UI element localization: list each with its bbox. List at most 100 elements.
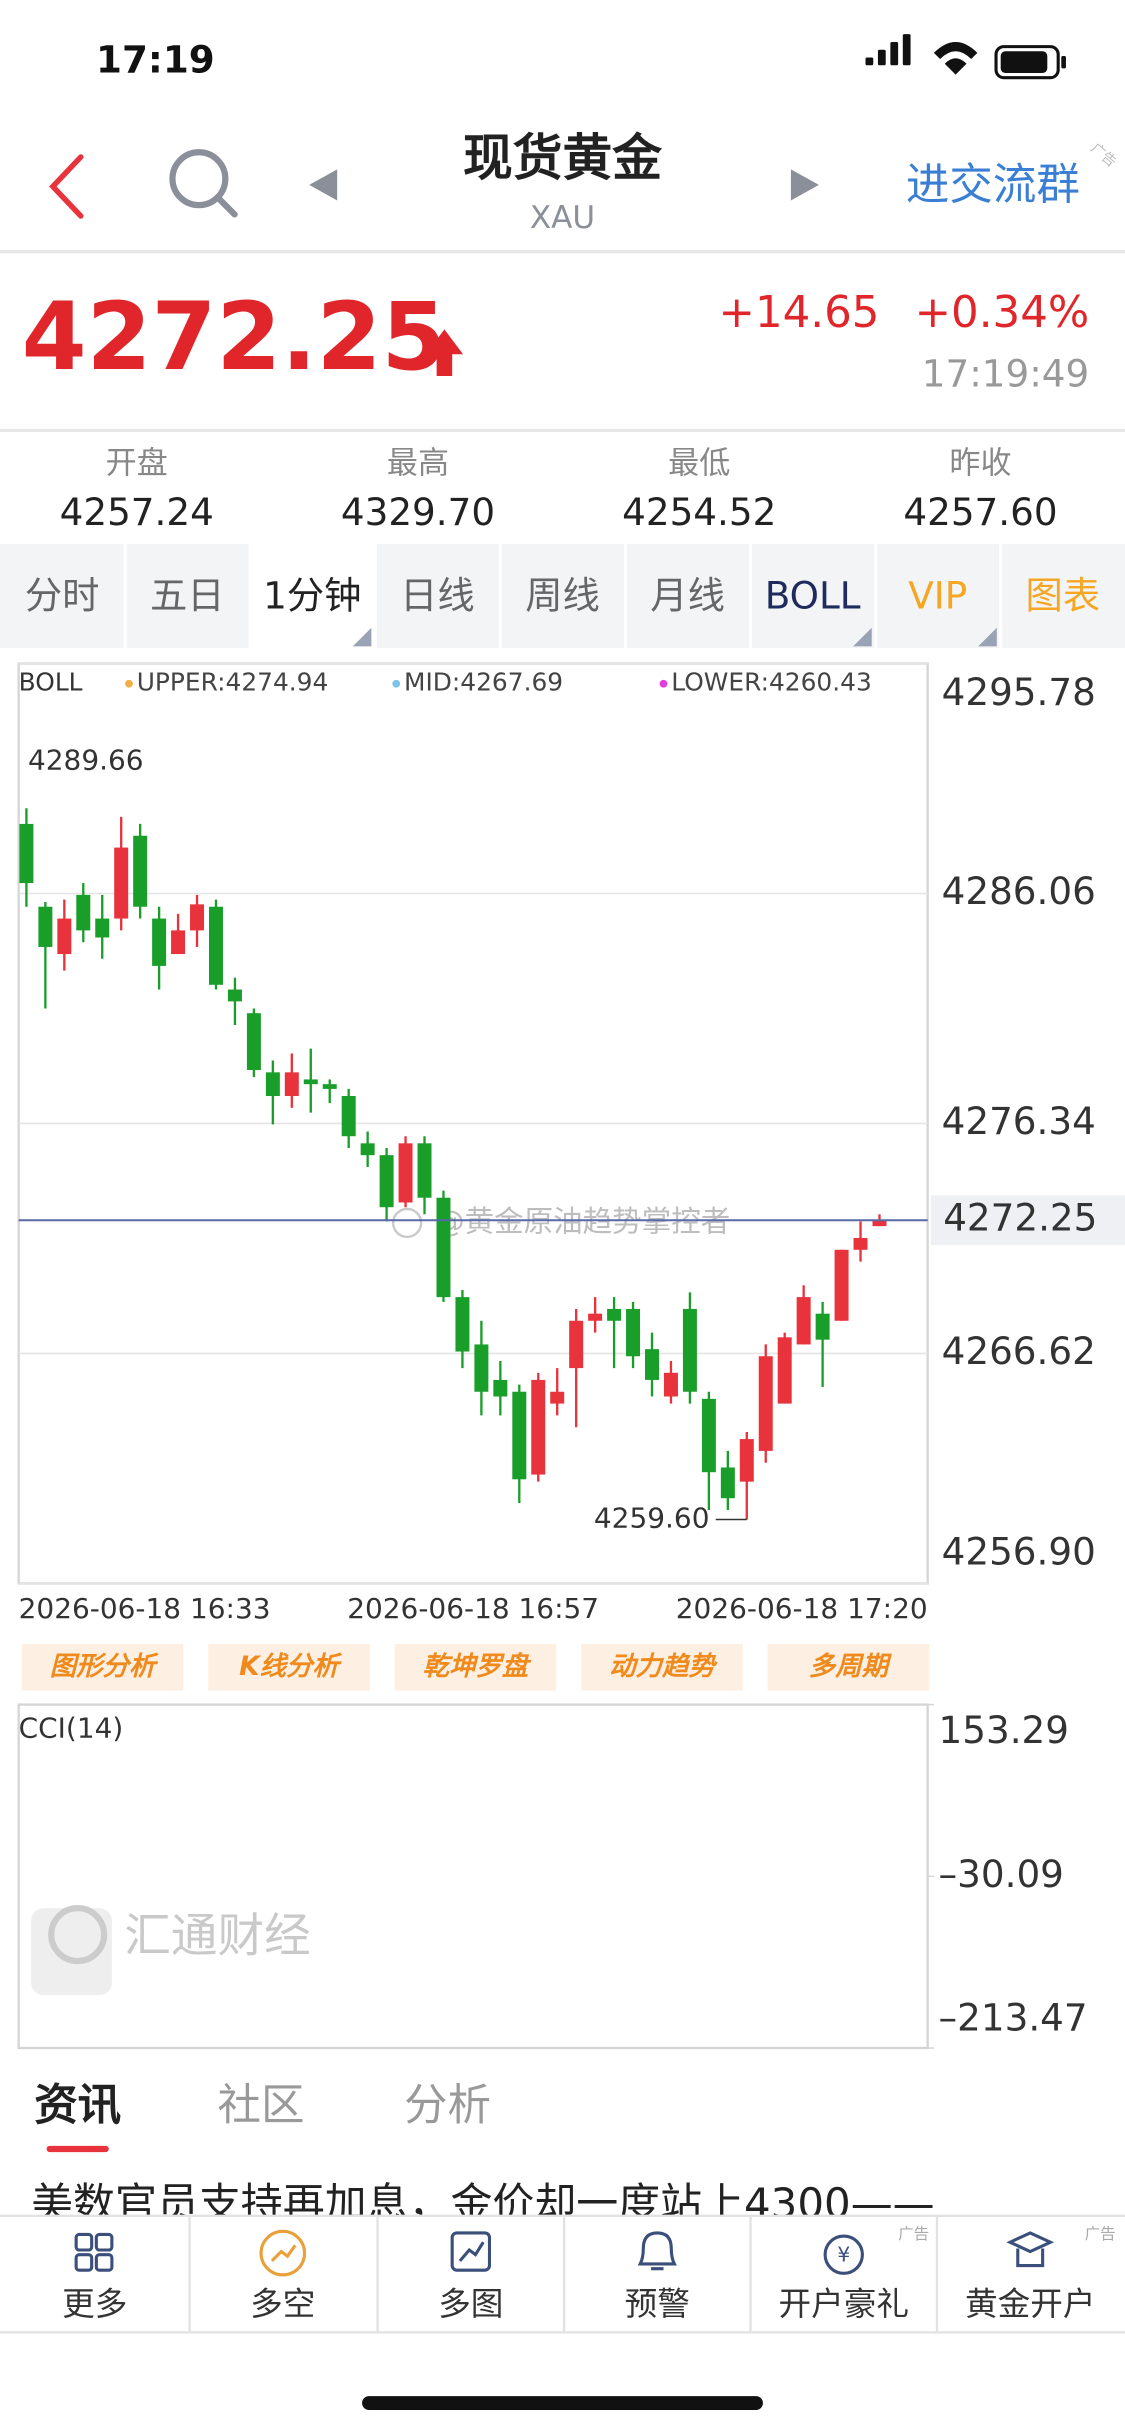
candle-body (739, 1439, 754, 1482)
legend-label: LOWER:4260.43 (671, 668, 872, 697)
battery-level (1000, 51, 1048, 74)
news-tab[interactable]: 资讯 (34, 2081, 121, 2131)
price-change: +14.65 (719, 288, 880, 338)
candle-body (720, 1467, 735, 1499)
tab[interactable]: VIP (908, 574, 967, 618)
candle-body (19, 823, 34, 884)
legend-title: BOLL (19, 668, 83, 697)
nav-label[interactable]: 开户豪礼 (778, 2285, 909, 2323)
y-tick-label: 4286.06 (942, 869, 1096, 913)
tool-label: 多周期 (809, 1651, 893, 1682)
cci-title: CCI(14) (19, 1711, 124, 1744)
logo-ring (48, 1905, 108, 1965)
legend-label: UPPER:4274.94 (137, 668, 329, 697)
header-symbol: XAU (530, 200, 595, 236)
tab[interactable]: 分时 (25, 574, 100, 618)
tool-label: 乾坤罗盘 (423, 1651, 532, 1682)
ad-tag: 广告 (1085, 2225, 1116, 2243)
candle-body (227, 989, 242, 1002)
candle-body (796, 1297, 811, 1345)
candle-body (57, 918, 72, 955)
low-annotation: 4259.60 (594, 1502, 710, 1535)
x-tick-label: 2026-06-18 17:20 (676, 1592, 928, 1625)
legend-dot (659, 679, 668, 688)
tab-dropdown (978, 627, 997, 647)
nav-label[interactable]: 多空 (250, 2285, 315, 2323)
candle-body (265, 1072, 280, 1097)
up-arrow (425, 329, 464, 377)
back-button[interactable] (49, 154, 84, 219)
nav-label[interactable]: 黄金开户 (965, 2285, 1096, 2323)
cci-tick-label: –30.09 (939, 1852, 1064, 1896)
price-change-pct: +0.34% (915, 288, 1090, 338)
candle-body (569, 1320, 584, 1369)
candle-body (815, 1313, 830, 1340)
candle-body (872, 1220, 887, 1227)
nav-label[interactable]: 预警 (625, 2285, 690, 2323)
ad-tag: 广告 (898, 2225, 929, 2243)
tool-button[interactable] (581, 1643, 743, 1691)
tab[interactable]: 五日 (150, 574, 225, 618)
tab[interactable]: 日线 (400, 574, 475, 618)
x-tick-label: 2026-06-18 16:57 (347, 1592, 599, 1625)
legend-dot (125, 679, 133, 688)
y-tick-label: 4266.62 (942, 1329, 1096, 1373)
tab-selected (251, 543, 375, 648)
nav-label[interactable]: 多图 (438, 2285, 503, 2323)
signal-bar (865, 57, 874, 66)
tab[interactable]: BOLL (765, 574, 861, 618)
next-symbol[interactable] (790, 169, 819, 201)
tab[interactable]: 图表 (1026, 574, 1101, 618)
candle-body (284, 1072, 299, 1097)
stat-label: 最高 (387, 446, 449, 482)
candle-body (588, 1313, 603, 1321)
candle-body (322, 1084, 337, 1089)
nav-label[interactable]: 更多 (62, 2285, 127, 2323)
search-button[interactable] (169, 149, 229, 209)
news-tab[interactable]: 社区 (218, 2081, 305, 2131)
nav-icon (94, 2253, 114, 2272)
candle-body (417, 1143, 432, 1198)
candle-body (758, 1356, 773, 1451)
tool-button[interactable] (767, 1643, 930, 1691)
candle-body (190, 904, 205, 931)
candle-body (663, 1372, 678, 1397)
candle-body (76, 894, 91, 931)
candle-body (531, 1379, 546, 1475)
cci-tick-label: –213.47 (939, 1996, 1088, 2040)
group-link[interactable]: 进交流群 (906, 161, 1080, 211)
y-tick-label: 4276.34 (942, 1099, 1096, 1143)
news-tab[interactable]: 分析 (404, 2081, 491, 2131)
prev-symbol[interactable] (309, 169, 338, 201)
tab[interactable]: 月线 (650, 574, 725, 618)
candle-body (246, 1013, 261, 1070)
bottom-nav (0, 2215, 1125, 2334)
tool-button[interactable] (208, 1643, 370, 1691)
candle-body (38, 906, 53, 947)
candle-body (834, 1249, 849, 1321)
stat-label: 开盘 (106, 446, 168, 482)
tool-label: K线分析 (239, 1651, 342, 1682)
tab[interactable]: 周线 (525, 574, 600, 618)
candle-body (607, 1308, 622, 1321)
news-tab-indicator (46, 2145, 109, 2153)
stat-label: 昨收 (949, 446, 1011, 482)
candle-body (853, 1237, 868, 1250)
battery-cap (1061, 55, 1066, 69)
header-title: 现货黄金 (463, 129, 662, 187)
tool-button[interactable] (21, 1643, 184, 1691)
candle-body (474, 1344, 489, 1392)
candle-body (436, 1197, 451, 1298)
nav-icon (450, 2231, 492, 2272)
watermark: @黄金原油趋势掌控者 (435, 1204, 730, 1238)
candle-body (379, 1155, 394, 1208)
high-annotation: 4289.66 (28, 744, 144, 777)
tab[interactable]: 1分钟 (263, 574, 361, 618)
tool-button[interactable] (394, 1643, 557, 1691)
candle-body (777, 1337, 792, 1404)
candle-body (455, 1297, 470, 1352)
last-price-label: 4272.25 (943, 1196, 1097, 1240)
candle-body (303, 1079, 318, 1085)
